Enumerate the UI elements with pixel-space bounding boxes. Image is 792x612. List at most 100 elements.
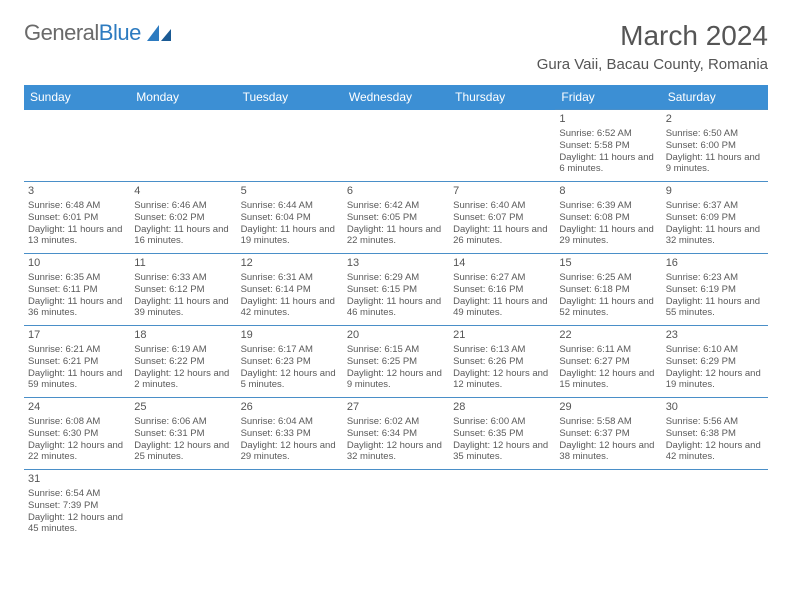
day-number: 12 <box>241 257 339 271</box>
sunset-text: Sunset: 6:05 PM <box>347 212 445 224</box>
sunrise-text: Sunrise: 6:40 AM <box>453 200 551 212</box>
sunrise-text: Sunrise: 6:10 AM <box>666 344 764 356</box>
calendar-cell: 5Sunrise: 6:44 AMSunset: 6:04 PMDaylight… <box>237 182 343 254</box>
sunset-text: Sunset: 6:08 PM <box>559 212 657 224</box>
calendar-cell-empty <box>237 470 343 542</box>
calendar-row: 10Sunrise: 6:35 AMSunset: 6:11 PMDayligh… <box>24 254 768 326</box>
sunset-text: Sunset: 6:27 PM <box>559 356 657 368</box>
day-number: 7 <box>453 185 551 199</box>
calendar-cell: 10Sunrise: 6:35 AMSunset: 6:11 PMDayligh… <box>24 254 130 326</box>
header-right: March 2024 Gura Vaii, Bacau County, Roma… <box>537 20 768 73</box>
calendar-cell: 12Sunrise: 6:31 AMSunset: 6:14 PMDayligh… <box>237 254 343 326</box>
sunset-text: Sunset: 6:12 PM <box>134 284 232 296</box>
sunset-text: Sunset: 5:58 PM <box>559 140 657 152</box>
daylight-text: Daylight: 11 hours and 32 minutes. <box>666 224 764 248</box>
day-number: 31 <box>28 473 126 487</box>
daylight-text: Daylight: 12 hours and 22 minutes. <box>28 440 126 464</box>
sunset-text: Sunset: 6:01 PM <box>28 212 126 224</box>
sunset-text: Sunset: 6:38 PM <box>666 428 764 440</box>
daylight-text: Daylight: 11 hours and 26 minutes. <box>453 224 551 248</box>
calendar-cell-empty <box>130 470 236 542</box>
sunset-text: Sunset: 6:07 PM <box>453 212 551 224</box>
calendar-cell: 4Sunrise: 6:46 AMSunset: 6:02 PMDaylight… <box>130 182 236 254</box>
sunrise-text: Sunrise: 6:48 AM <box>28 200 126 212</box>
calendar-cell-empty <box>449 470 555 542</box>
calendar-cell: 18Sunrise: 6:19 AMSunset: 6:22 PMDayligh… <box>130 326 236 398</box>
sunrise-text: Sunrise: 6:50 AM <box>666 128 764 140</box>
sunrise-text: Sunrise: 6:46 AM <box>134 200 232 212</box>
sunset-text: Sunset: 6:18 PM <box>559 284 657 296</box>
calendar-cell: 31Sunrise: 6:54 AMSunset: 7:39 PMDayligh… <box>24 470 130 542</box>
calendar-cell-empty <box>662 470 768 542</box>
sunset-text: Sunset: 6:25 PM <box>347 356 445 368</box>
calendar-cell: 29Sunrise: 5:58 AMSunset: 6:37 PMDayligh… <box>555 398 661 470</box>
sunrise-text: Sunrise: 6:42 AM <box>347 200 445 212</box>
sunrise-text: Sunrise: 6:19 AM <box>134 344 232 356</box>
daylight-text: Daylight: 11 hours and 42 minutes. <box>241 296 339 320</box>
calendar-cell-empty <box>449 110 555 182</box>
day-number: 14 <box>453 257 551 271</box>
day-number: 16 <box>666 257 764 271</box>
daylight-text: Daylight: 12 hours and 38 minutes. <box>559 440 657 464</box>
daylight-text: Daylight: 12 hours and 15 minutes. <box>559 368 657 392</box>
day-number: 2 <box>666 113 764 127</box>
calendar-body: 1Sunrise: 6:52 AMSunset: 5:58 PMDaylight… <box>24 110 768 542</box>
sunset-text: Sunset: 6:26 PM <box>453 356 551 368</box>
sunset-text: Sunset: 6:23 PM <box>241 356 339 368</box>
day-number: 4 <box>134 185 232 199</box>
sunset-text: Sunset: 6:15 PM <box>347 284 445 296</box>
sunrise-text: Sunrise: 5:58 AM <box>559 416 657 428</box>
sunrise-text: Sunrise: 6:39 AM <box>559 200 657 212</box>
sunrise-text: Sunrise: 6:37 AM <box>666 200 764 212</box>
sunrise-text: Sunrise: 6:31 AM <box>241 272 339 284</box>
sunset-text: Sunset: 6:11 PM <box>28 284 126 296</box>
calendar-cell: 13Sunrise: 6:29 AMSunset: 6:15 PMDayligh… <box>343 254 449 326</box>
daylight-text: Daylight: 12 hours and 25 minutes. <box>134 440 232 464</box>
daylight-text: Daylight: 12 hours and 32 minutes. <box>347 440 445 464</box>
daylight-text: Daylight: 11 hours and 46 minutes. <box>347 296 445 320</box>
calendar-row: 1Sunrise: 6:52 AMSunset: 5:58 PMDaylight… <box>24 110 768 182</box>
calendar-row: 3Sunrise: 6:48 AMSunset: 6:01 PMDaylight… <box>24 182 768 254</box>
daylight-text: Daylight: 12 hours and 19 minutes. <box>666 368 764 392</box>
day-number: 18 <box>134 329 232 343</box>
calendar-cell: 3Sunrise: 6:48 AMSunset: 6:01 PMDaylight… <box>24 182 130 254</box>
sunrise-text: Sunrise: 5:56 AM <box>666 416 764 428</box>
sunset-text: Sunset: 6:22 PM <box>134 356 232 368</box>
calendar-row: 17Sunrise: 6:21 AMSunset: 6:21 PMDayligh… <box>24 326 768 398</box>
sunset-text: Sunset: 6:33 PM <box>241 428 339 440</box>
day-number: 24 <box>28 401 126 415</box>
calendar-cell-empty <box>343 470 449 542</box>
brand-logo: GeneralBlue <box>24 20 173 46</box>
sunset-text: Sunset: 6:19 PM <box>666 284 764 296</box>
day-number: 23 <box>666 329 764 343</box>
day-number: 27 <box>347 401 445 415</box>
sunrise-text: Sunrise: 6:08 AM <box>28 416 126 428</box>
sunrise-text: Sunrise: 6:29 AM <box>347 272 445 284</box>
weekday-header: Thursday <box>449 85 555 110</box>
sunset-text: Sunset: 6:31 PM <box>134 428 232 440</box>
day-number: 29 <box>559 401 657 415</box>
daylight-text: Daylight: 11 hours and 39 minutes. <box>134 296 232 320</box>
calendar-cell-empty <box>237 110 343 182</box>
weekday-header: Monday <box>130 85 236 110</box>
daylight-text: Daylight: 11 hours and 49 minutes. <box>453 296 551 320</box>
daylight-text: Daylight: 11 hours and 19 minutes. <box>241 224 339 248</box>
weekday-header: Tuesday <box>237 85 343 110</box>
calendar-cell: 19Sunrise: 6:17 AMSunset: 6:23 PMDayligh… <box>237 326 343 398</box>
sunrise-text: Sunrise: 6:15 AM <box>347 344 445 356</box>
day-number: 22 <box>559 329 657 343</box>
sunset-text: Sunset: 6:21 PM <box>28 356 126 368</box>
daylight-text: Daylight: 11 hours and 59 minutes. <box>28 368 126 392</box>
day-number: 28 <box>453 401 551 415</box>
sunrise-text: Sunrise: 6:00 AM <box>453 416 551 428</box>
daylight-text: Daylight: 11 hours and 13 minutes. <box>28 224 126 248</box>
daylight-text: Daylight: 11 hours and 16 minutes. <box>134 224 232 248</box>
day-number: 25 <box>134 401 232 415</box>
sunrise-text: Sunrise: 6:44 AM <box>241 200 339 212</box>
calendar-cell: 20Sunrise: 6:15 AMSunset: 6:25 PMDayligh… <box>343 326 449 398</box>
sunrise-text: Sunrise: 6:35 AM <box>28 272 126 284</box>
daylight-text: Daylight: 11 hours and 29 minutes. <box>559 224 657 248</box>
day-number: 3 <box>28 185 126 199</box>
calendar-cell: 8Sunrise: 6:39 AMSunset: 6:08 PMDaylight… <box>555 182 661 254</box>
day-number: 30 <box>666 401 764 415</box>
